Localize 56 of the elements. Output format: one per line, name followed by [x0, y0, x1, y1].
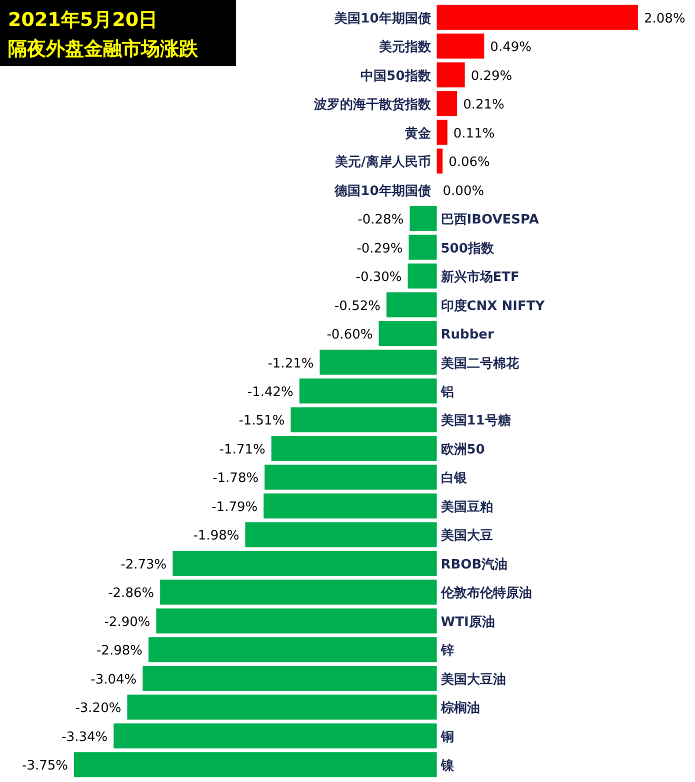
- data-label: -1.98%: [193, 528, 240, 544]
- data-label: -1.78%: [212, 471, 259, 486]
- y-tick-label: 美国11号糖: [440, 412, 511, 429]
- data-label: -0.30%: [356, 270, 402, 286]
- data-label: -0.52%: [334, 298, 380, 314]
- y-tick-label: 白银: [440, 471, 468, 486]
- y-tick-label: 棕榈油: [440, 700, 480, 716]
- y-tick-label: RBOB汽油: [440, 557, 508, 572]
- y-tick-label: 美国10年期国债: [334, 10, 431, 26]
- y-tick-label: 500指数: [440, 241, 495, 256]
- data-label: -0.60%: [326, 328, 373, 343]
- data-label: 0.00%: [442, 184, 484, 199]
- data-label: 0.21%: [463, 98, 504, 113]
- text: 隔夜外盘金融市场涨跌: [8, 38, 199, 60]
- y-tick-label: 铝: [440, 385, 454, 400]
- y-tick-label: 美国豆粕: [440, 498, 493, 515]
- data-label: -1.79%: [212, 500, 258, 515]
- data-label: 2.08%: [644, 11, 686, 26]
- data-label: -1.42%: [247, 385, 294, 400]
- data-label: -3.75%: [22, 758, 68, 774]
- y-tick-label: 美国大豆: [440, 528, 493, 544]
- data-label: -1.51%: [238, 414, 285, 429]
- data-label: 0.49%: [490, 40, 532, 56]
- data-label: -3.34%: [62, 730, 108, 745]
- data-label: -2.98%: [96, 644, 142, 659]
- chart-title: 2021年5月20日: [8, 9, 158, 31]
- data-label: -1.21%: [268, 356, 314, 372]
- y-tick-label: 欧洲50: [440, 442, 485, 458]
- y-tick-label: 美国大豆油: [440, 671, 506, 688]
- data-label: -0.29%: [356, 241, 403, 256]
- data-label: -1.71%: [219, 442, 266, 458]
- y-tick-label: 中国50指数: [360, 68, 432, 84]
- data-label: -0.28%: [358, 212, 404, 228]
- data-label: -3.20%: [75, 701, 122, 716]
- y-tick-label: 美元/离岸人民币: [334, 154, 431, 170]
- y-tick-label: 美国二号棉花: [440, 355, 520, 372]
- y-tick-label: 美元指数: [378, 39, 432, 56]
- y-tick-label: 镍: [440, 758, 455, 774]
- data-label: 0.06%: [448, 155, 490, 170]
- y-tick-label: 铜: [440, 730, 454, 745]
- y-tick-label: 印度CNX NIFTY: [440, 298, 546, 314]
- data-label: -2.73%: [120, 557, 167, 572]
- y-tick-label: 德国10年期国债: [334, 184, 431, 199]
- data-label: -2.86%: [108, 586, 154, 602]
- data-label: 0.29%: [470, 68, 512, 84]
- data-label: 0.11%: [453, 126, 495, 142]
- y-tick-label: 巴西IBOVESPA: [440, 212, 539, 228]
- y-tick-label: 新兴市场ETF: [440, 269, 520, 286]
- data-label: -3.04%: [90, 672, 137, 688]
- y-tick-label: WTI原油: [440, 614, 495, 630]
- y-tick-label: Rubber: [440, 328, 494, 343]
- y-tick-label: 锌: [440, 642, 454, 659]
- y-tick-label: 波罗的海干散货指数: [312, 96, 432, 113]
- data-label: -2.90%: [104, 614, 150, 630]
- y-tick-label: 伦敦布伦特原油: [440, 585, 532, 602]
- y-tick-label: 黄金: [404, 126, 432, 142]
